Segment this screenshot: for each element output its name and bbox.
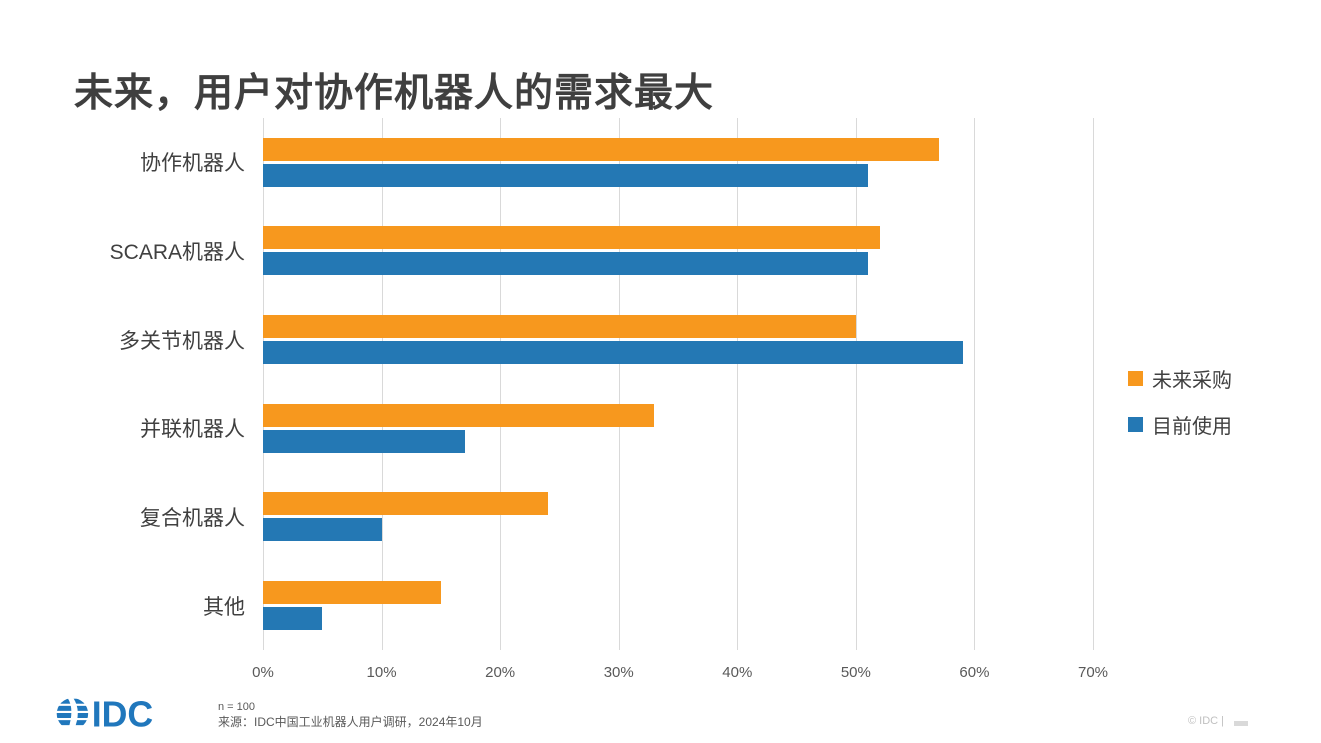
category-label: 复合机器人 [140, 506, 245, 530]
bar [263, 518, 382, 542]
copyright: © IDC | [1188, 715, 1249, 727]
category-label: 协作机器人 [140, 152, 245, 176]
bar-group [263, 384, 1093, 473]
category-label: 多关节机器人 [119, 329, 245, 353]
gridline [855, 118, 857, 650]
bar-group [263, 561, 1093, 650]
bar-group [263, 473, 1093, 562]
plot-area [263, 118, 1094, 650]
idc-logo-graphic: IDC [56, 695, 154, 735]
bar-group [263, 118, 1093, 207]
legend-label: 未来采购 [1152, 370, 1232, 392]
x-tick-label: 30% [603, 664, 634, 681]
bar [263, 607, 323, 631]
page-number-placeholder [1234, 720, 1249, 726]
gridline [500, 118, 502, 650]
bar-group [263, 295, 1093, 384]
chart-legend: 未来采购 目前使用 [1128, 364, 1232, 439]
category-axis-labels: 协作机器人 SCARA机器人多关节机器人并联机器人复合机器人其他 [40, 118, 245, 650]
gridline [263, 118, 264, 650]
bar [263, 581, 441, 605]
gridline [381, 118, 383, 650]
idc-logo-text: IDC [92, 695, 154, 732]
bar [263, 226, 880, 250]
legend-item: 目前使用 [1128, 410, 1232, 439]
x-tick-label: 20% [485, 664, 516, 681]
x-tick-label: 60% [959, 664, 990, 681]
x-tick-label: 0% [252, 664, 274, 681]
footnote: n = 100 来源：IDC中国工业机器人用户调研，2024年10月 [218, 700, 483, 730]
bar [263, 492, 548, 516]
gridline [618, 118, 620, 650]
bar-groups [263, 118, 1093, 650]
legend-swatch [1128, 371, 1143, 386]
x-tick-label: 10% [366, 664, 397, 681]
legend-swatch [1128, 417, 1143, 432]
bar [263, 137, 939, 161]
x-tick-label: 50% [840, 664, 871, 681]
gridline [1093, 118, 1094, 650]
x-tick-label: 70% [1077, 664, 1109, 681]
copyright-text: © IDC | [1188, 715, 1225, 727]
x-tick-label: 40% [722, 664, 753, 681]
legend-item: 未来采购 [1128, 364, 1232, 393]
gridline [974, 118, 976, 650]
bar [263, 163, 868, 187]
sample-size-note: n = 100 [218, 701, 256, 713]
bar [263, 252, 868, 276]
bar [263, 429, 465, 453]
bar-group [263, 207, 1093, 296]
x-axis: 0% 10% 20% 30% 40% 50% 60% 70% [252, 664, 1108, 686]
category-label: SCARA机器人 [109, 240, 245, 264]
legend-label: 目前使用 [1152, 416, 1232, 438]
category-label: 其他 [203, 595, 245, 619]
bar [263, 341, 963, 365]
page-title: 未来，用户对协作机器人的需求最大 [74, 72, 715, 116]
gridline [737, 118, 739, 650]
source-note: 来源：IDC中国工业机器人用户调研，2024年10月 [218, 715, 483, 729]
bar [263, 403, 655, 427]
idc-logo: IDC [56, 694, 156, 735]
category-label: 并联机器人 [140, 418, 245, 442]
bar [263, 315, 856, 339]
